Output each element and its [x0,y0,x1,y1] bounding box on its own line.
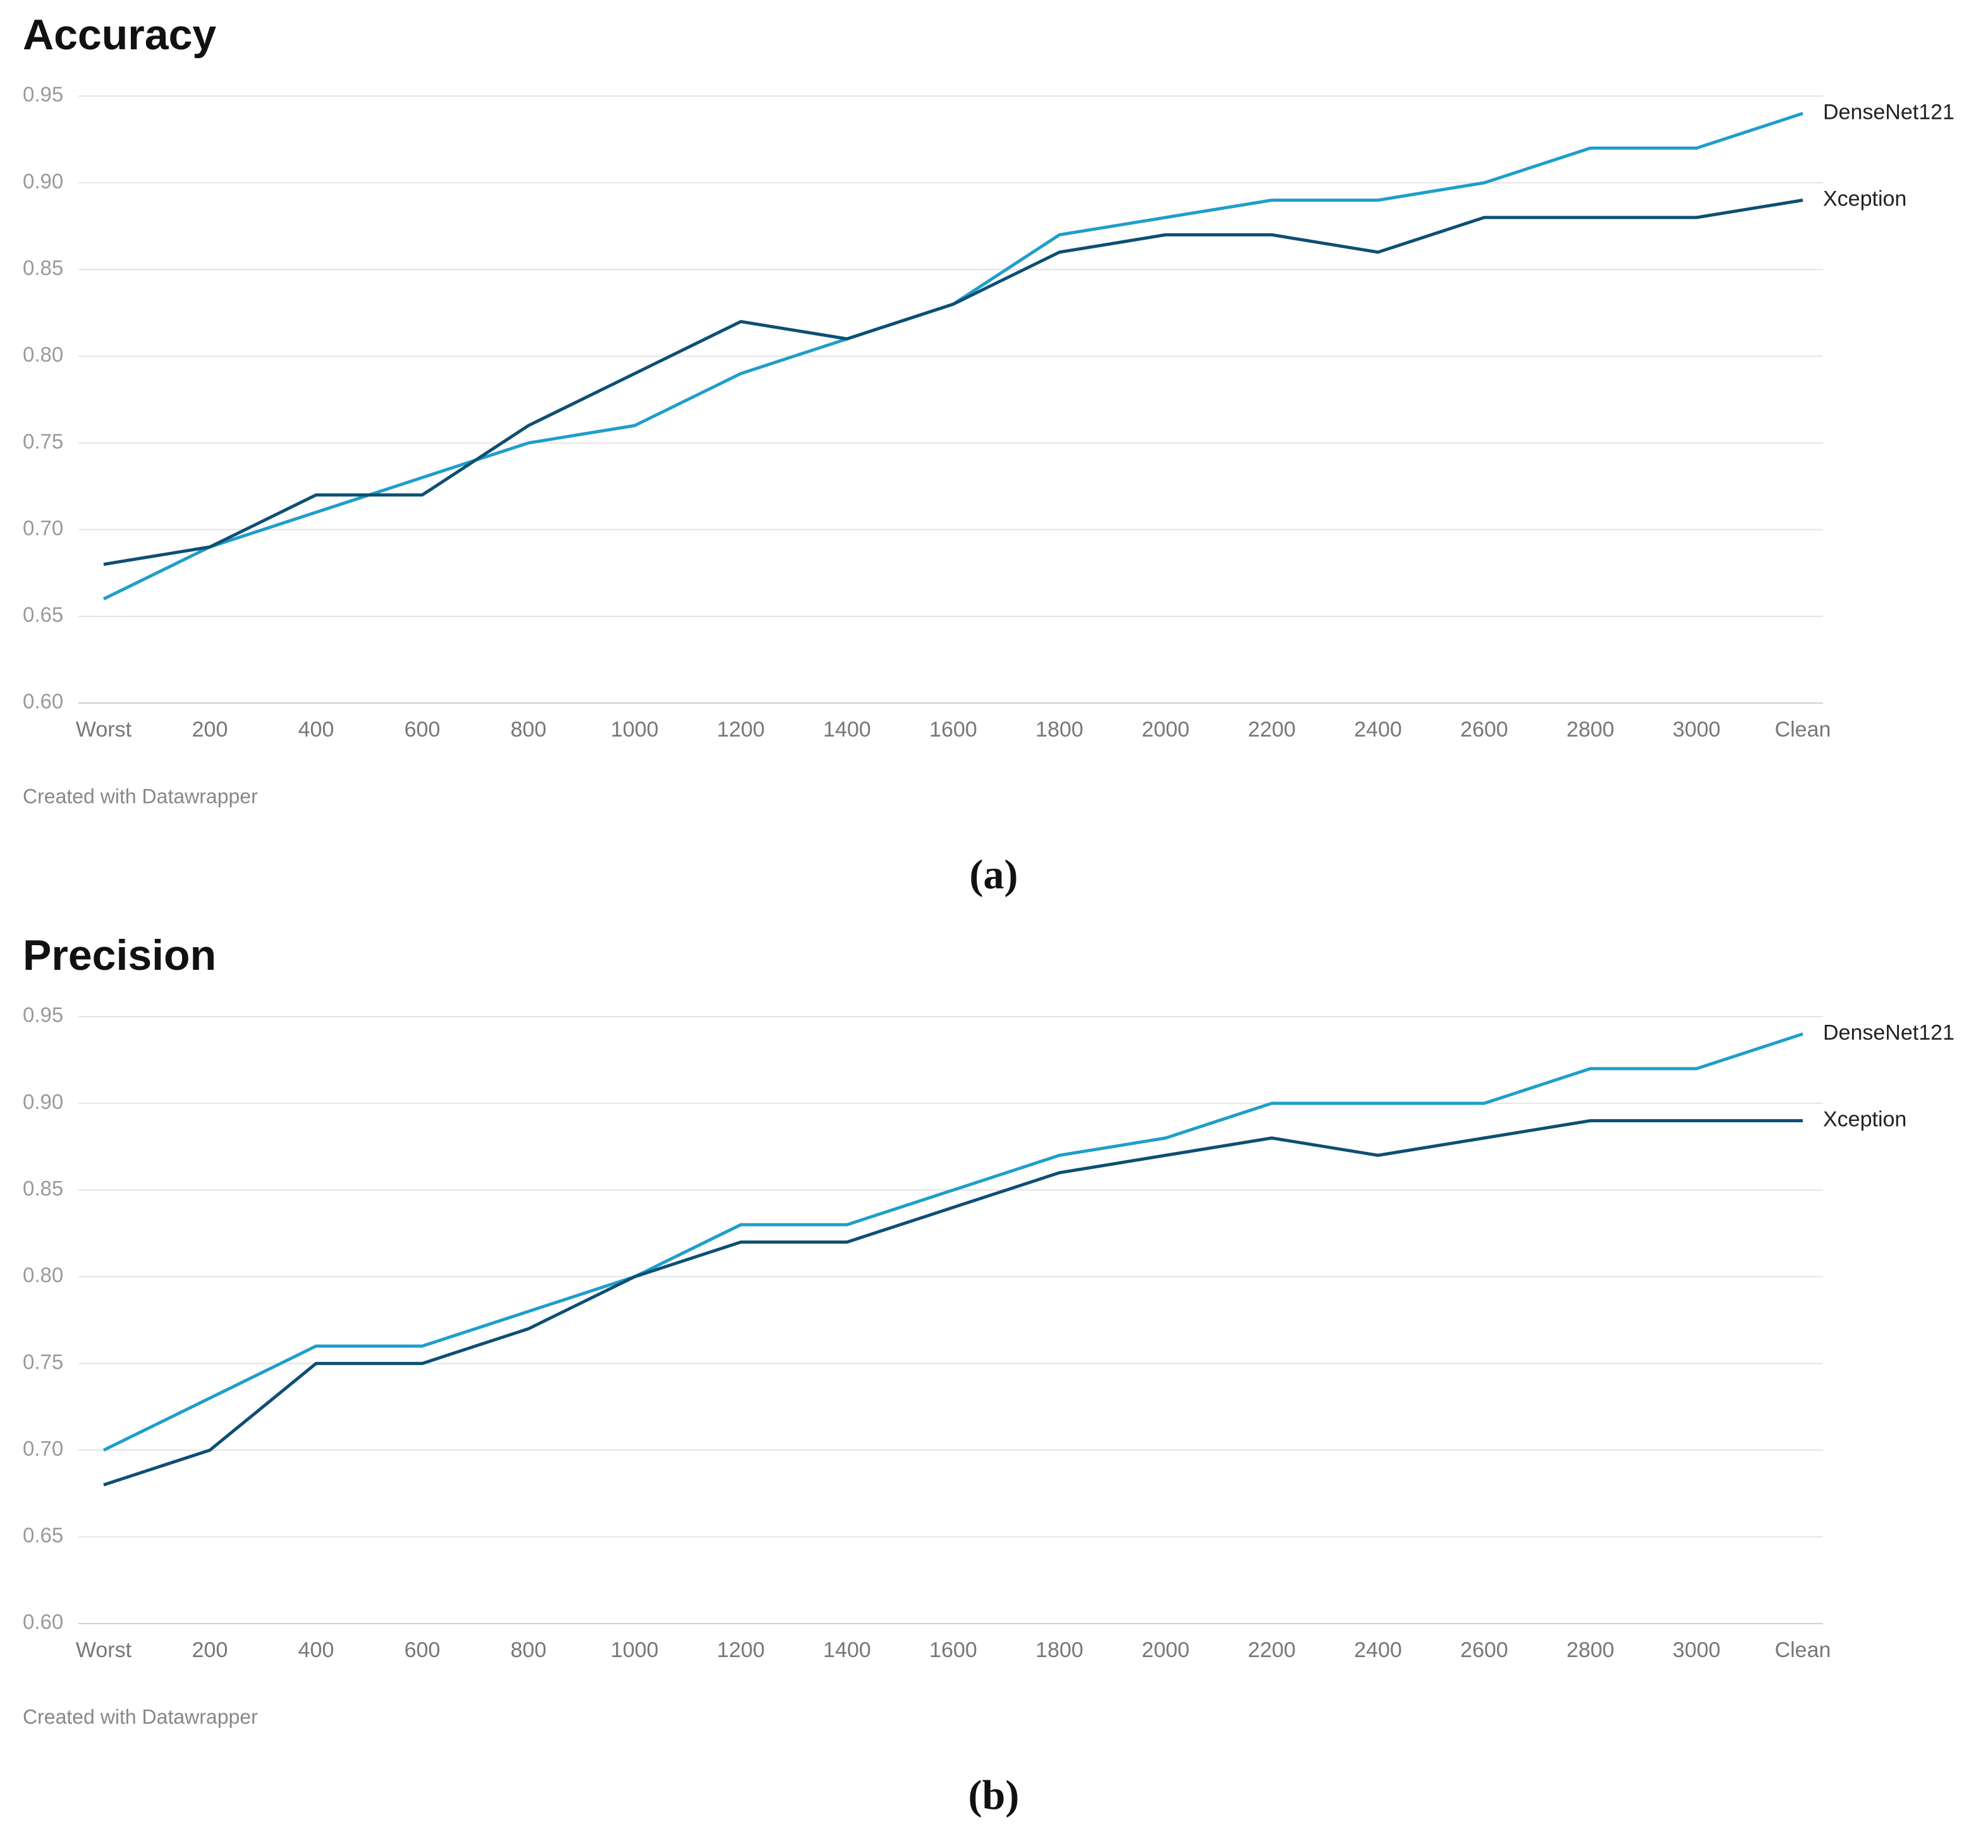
x-tick-label: 3000 [1673,718,1721,742]
x-tick-label: 800 [511,718,547,742]
x-tick-label: 800 [511,1638,547,1662]
x-tick-label: 2200 [1248,1638,1296,1662]
x-tick-label: 200 [192,1638,228,1662]
x-tick-label: 2400 [1354,1638,1402,1662]
x-tick-label: 2400 [1354,718,1402,742]
series-line [103,199,1803,566]
y-tick-label: 0.60 [23,1610,63,1634]
x-tick-label: 1400 [823,718,871,742]
y-tick-label: 0.80 [23,1263,63,1287]
x-tick-label: Clean [1775,718,1831,742]
series-line [102,1032,1803,1452]
y-tick-label: 0.85 [23,256,63,279]
x-tick-label: 2600 [1460,1638,1508,1662]
caption: (a) [970,852,1018,898]
x-tick-label: Clean [1775,1638,1831,1662]
note: Created with Datawrapper [23,785,258,807]
series-label: Xception [1823,187,1906,211]
y-tick-label: 0.75 [23,1350,63,1373]
x-tick-label: 2600 [1460,718,1508,742]
x-tick-label: 2800 [1566,1638,1614,1662]
y-tick-label: 0.70 [23,516,63,539]
x-tick-label: 1800 [1035,1638,1083,1662]
x-tick-label: 400 [298,718,334,742]
x-tick-label: 1600 [929,718,977,742]
x-tick-label: 1200 [717,1638,765,1662]
y-tick-label: 0.65 [23,1524,63,1547]
y-tick-label: 0.95 [23,83,63,106]
y-tick-label: 0.75 [23,429,63,453]
x-tick-label: 2000 [1142,718,1190,742]
x-tick-label: 1800 [1035,718,1083,742]
x-tick-label: 600 [405,1638,441,1662]
y-tick-label: 0.95 [23,1003,63,1027]
x-tick-label: 1400 [823,1638,871,1662]
y-tick-label: 0.90 [23,169,63,193]
caption: (b) [968,1772,1020,1818]
chart-title: Accuracy [23,11,216,59]
x-tick-label: 2200 [1248,718,1296,742]
series-line [103,1119,1803,1486]
y-tick-label: 0.70 [23,1436,63,1460]
x-tick-label: 2000 [1142,1638,1190,1662]
series-label: DenseNet121 [1823,100,1954,124]
x-tick-label: 1200 [717,718,765,742]
x-tick-label: 600 [405,718,441,742]
x-tick-label: Worst [76,718,132,742]
series-label: DenseNet121 [1823,1020,1954,1044]
y-tick-label: 0.90 [23,1090,63,1113]
x-tick-label: 1000 [611,718,659,742]
x-tick-label: 400 [298,1638,334,1662]
chart-title: Precision [23,931,216,979]
x-tick-label: 1600 [929,1638,977,1662]
y-tick-label: 0.85 [23,1177,63,1200]
note: Created with Datawrapper [23,1705,258,1728]
x-tick-label: 1000 [611,1638,659,1662]
y-tick-label: 0.80 [23,343,63,366]
y-tick-label: 0.65 [23,603,63,627]
x-tick-label: 2800 [1566,718,1614,742]
x-tick-label: 3000 [1673,1638,1721,1662]
y-tick-label: 0.60 [23,690,63,713]
x-tick-label: Worst [76,1638,132,1662]
x-tick-label: 200 [192,718,228,742]
series-label: Xception [1823,1108,1906,1132]
